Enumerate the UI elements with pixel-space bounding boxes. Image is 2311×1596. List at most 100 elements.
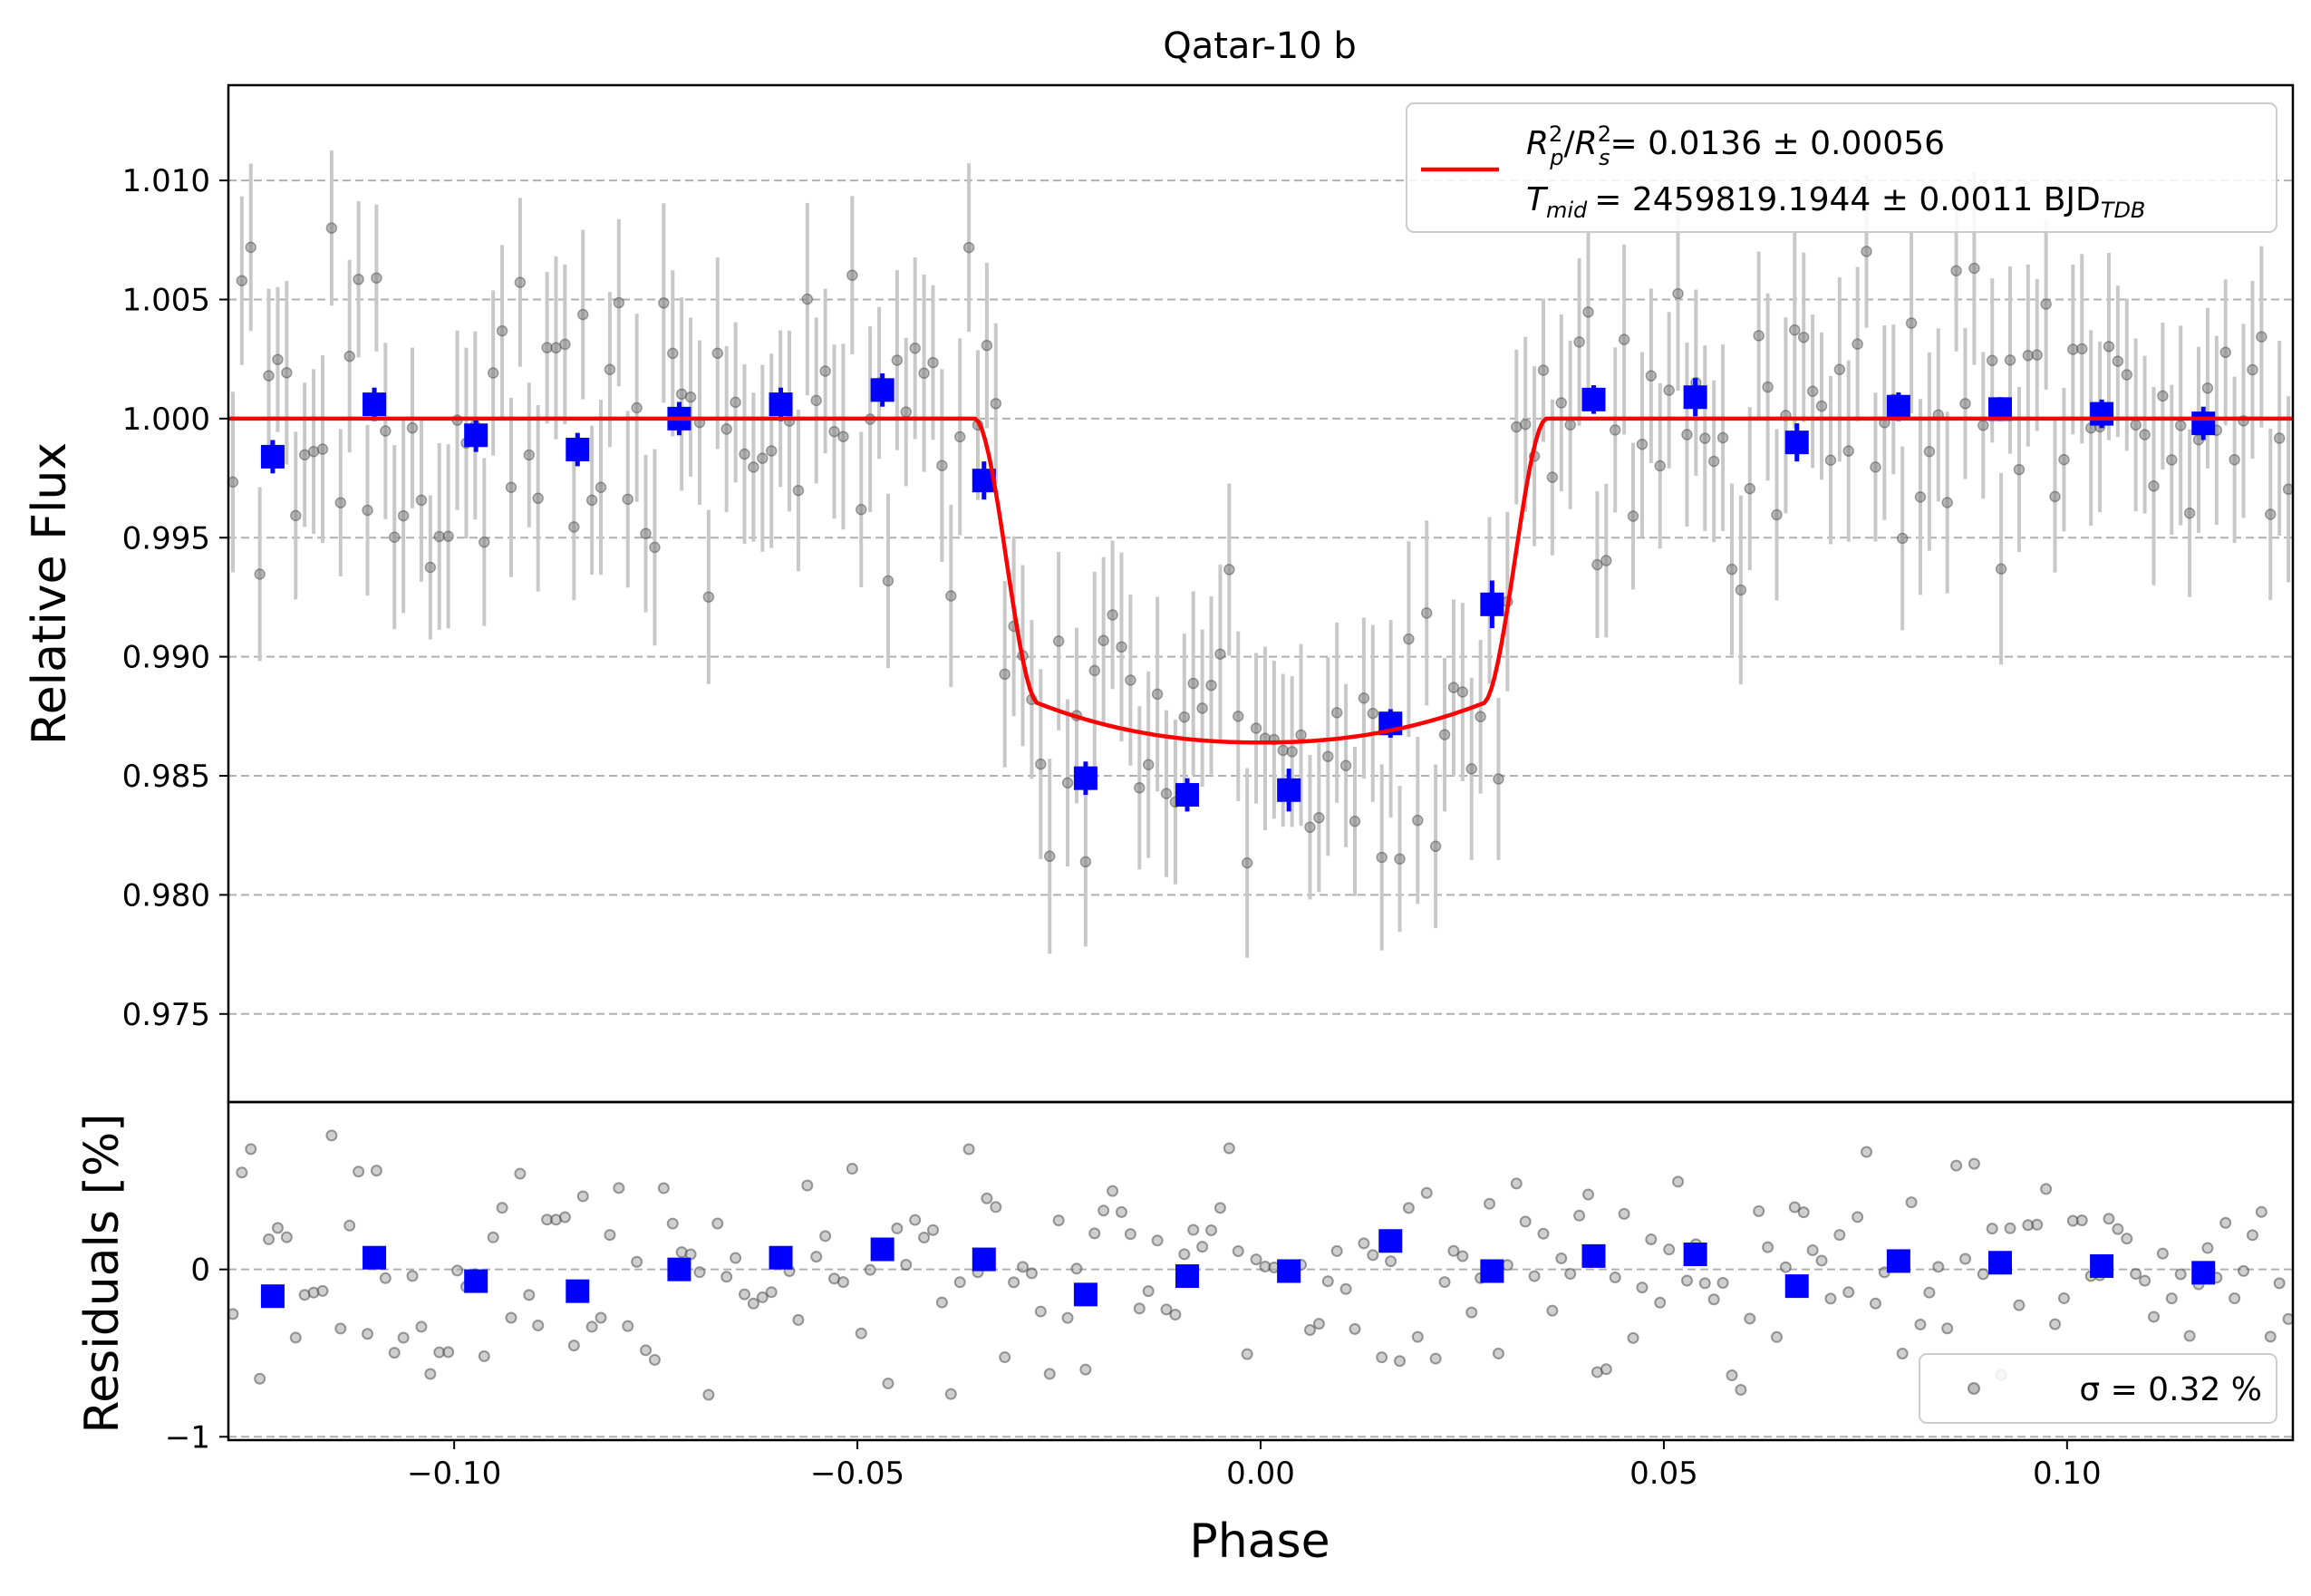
residual-point [1627, 1331, 1639, 1344]
residual-point [397, 1331, 410, 1344]
raw-point [1806, 385, 1819, 397]
residual-point [962, 1143, 975, 1156]
residual-point [1402, 1202, 1415, 1214]
raw-point [837, 430, 849, 442]
residual-point [2112, 1223, 2124, 1235]
residual-point [1420, 1186, 1433, 1199]
raw-point [2183, 508, 2196, 519]
raw-point [1941, 497, 1953, 508]
residual-point [585, 1320, 598, 1333]
raw-point [1789, 324, 1801, 336]
residual-point [334, 1322, 347, 1335]
residual-point [1034, 1305, 1047, 1318]
binned-point [2090, 401, 2114, 426]
residual-point [2282, 1312, 2293, 1325]
residual-point [2201, 1242, 2214, 1254]
residual-point [532, 1319, 545, 1331]
raw-point [1134, 781, 1146, 794]
raw-point [281, 367, 293, 379]
residual-point [1394, 1355, 1407, 1368]
binned-residual-point [566, 1279, 590, 1303]
binned-point [1277, 778, 1301, 802]
x-tick-label: −0.10 [407, 1456, 501, 1492]
residual-point [747, 1297, 759, 1310]
residual-point [1950, 1159, 1963, 1172]
residual-point [1376, 1351, 1388, 1364]
residual-point [944, 1388, 957, 1400]
residual-point [1564, 1268, 1577, 1281]
raw-point [2013, 463, 2026, 476]
raw-point [675, 388, 688, 401]
x-tick-label: −0.05 [810, 1456, 904, 1492]
raw-point [1797, 331, 1810, 343]
residual-point [343, 1219, 356, 1232]
residual-point [263, 1233, 276, 1245]
raw-point [2166, 454, 2178, 466]
residual-point [1151, 1234, 1164, 1247]
residual-point [756, 1291, 769, 1303]
raw-point [1519, 418, 1532, 430]
residual-point [1663, 1243, 1676, 1256]
raw-point [2201, 382, 2214, 394]
residual-point [891, 1222, 904, 1234]
raw-point [1420, 607, 1433, 619]
residual-point [604, 1229, 616, 1242]
raw-point [2139, 429, 2151, 440]
residual-point [1501, 1259, 1513, 1272]
residual-point [236, 1166, 248, 1179]
raw-point [1852, 338, 1863, 350]
residual-point [1223, 1142, 1235, 1155]
raw-point [2004, 354, 2016, 366]
raw-point [343, 350, 355, 363]
raw-point [228, 476, 239, 488]
residual-point [1609, 1271, 1621, 1283]
residual-point [2103, 1213, 2115, 1225]
raw-point [1582, 306, 1594, 318]
top-y-tick-label: 0.975 [122, 997, 210, 1033]
residual-point [1779, 1261, 1792, 1273]
raw-point [801, 293, 814, 305]
binned-point [1581, 387, 1606, 411]
residual-point [836, 1276, 849, 1289]
residual-point [1061, 1311, 1074, 1324]
residual-point [1654, 1296, 1667, 1309]
residual-point [1303, 1324, 1316, 1337]
residual-point [1241, 1348, 1253, 1360]
raw-point [388, 531, 401, 543]
residual-point [1017, 1261, 1030, 1273]
raw-point [702, 591, 715, 603]
raw-point [1187, 677, 1199, 690]
raw-point [1636, 439, 1649, 450]
residual-point [1797, 1206, 1810, 1219]
binned-point [2191, 411, 2216, 436]
raw-point [1412, 814, 1424, 827]
raw-point [1618, 334, 1630, 345]
raw-point [856, 503, 867, 516]
raw-point [2075, 343, 2088, 355]
raw-point [514, 276, 527, 288]
top-y-axis-ticks: 0.975 0.980 0.985 0.990 0.995 1.000 1.005 1.010 [122, 163, 228, 1033]
raw-point [1438, 729, 1451, 740]
residual-point [1142, 1285, 1155, 1298]
raw-point [1475, 711, 1486, 723]
residual-point [280, 1231, 293, 1243]
residual-point [2139, 1274, 2151, 1287]
residual-point [1618, 1207, 1630, 1220]
residual-point [1429, 1352, 1442, 1365]
residual-point [1052, 1214, 1065, 1227]
residual-point [2031, 1218, 2044, 1231]
binned-point [870, 378, 894, 402]
residual-point [2229, 1292, 2241, 1305]
raw-point [1833, 363, 1846, 375]
residual-point [981, 1192, 993, 1204]
binned-residual-point [1378, 1229, 1403, 1253]
raw-point [900, 406, 913, 418]
residual-point [1896, 1348, 1909, 1360]
raw-point [2058, 453, 2070, 466]
raw-point [2031, 349, 2043, 361]
residual-point [2255, 1205, 2267, 1218]
raw-point [1330, 707, 1343, 719]
residual-point [362, 1328, 374, 1340]
residual-point [576, 1190, 589, 1203]
